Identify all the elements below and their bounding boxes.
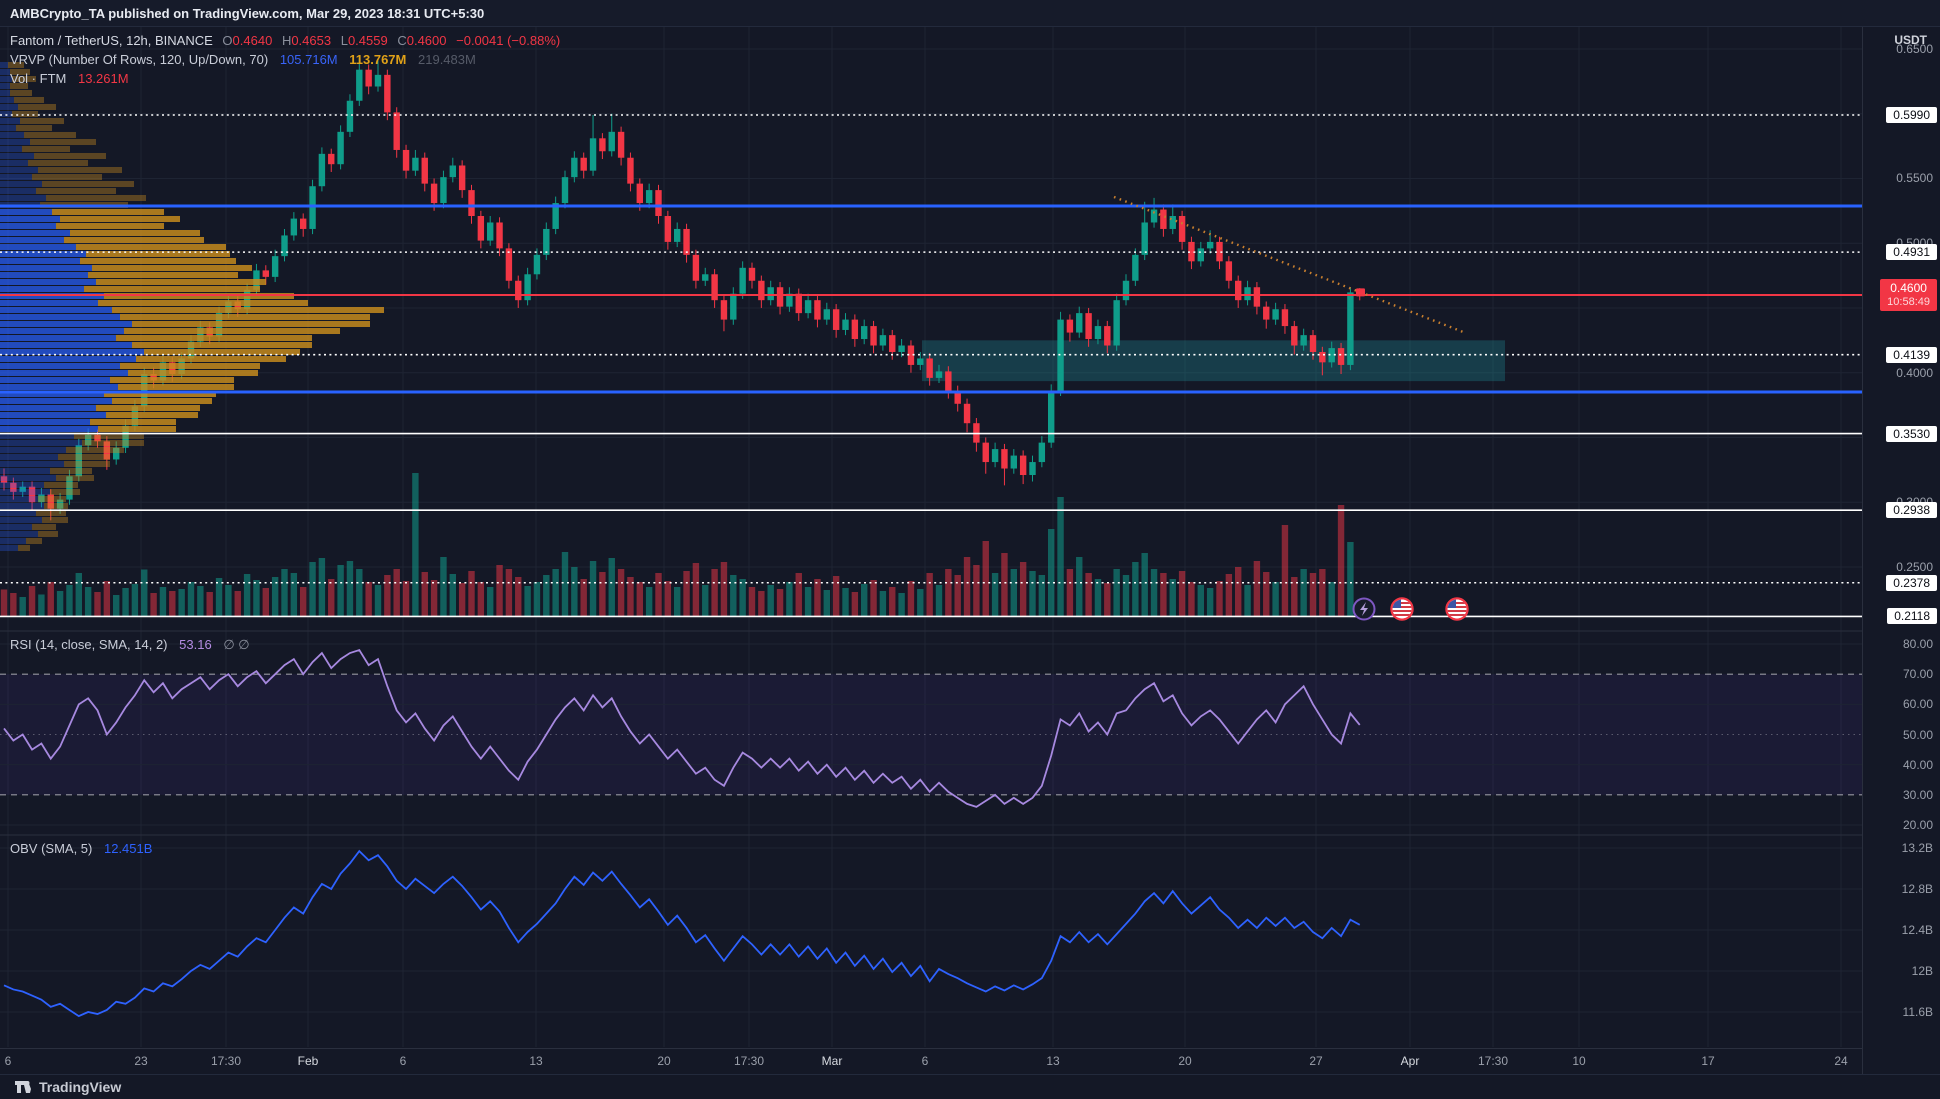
- economic-event-us-flag-icon[interactable]: [1390, 597, 1414, 621]
- symbol-legend-row[interactable]: Fantom / TetherUS, 12h, BINANCE O0.4640 …: [10, 33, 561, 48]
- tradingview-logo-text[interactable]: TradingView: [39, 1079, 122, 1095]
- rsi-band: [0, 674, 1862, 795]
- price-grid-label: 0.2500: [1896, 559, 1933, 574]
- time-label: 20: [1178, 1054, 1192, 1068]
- price-level-badge: 0.2118: [1887, 608, 1937, 625]
- obv-axis-label: 12B: [1911, 964, 1933, 978]
- high-value: 0.4653: [291, 33, 332, 48]
- volume-profile-layer: [0, 62, 384, 551]
- change-value: −0.0041 (−0.88%): [456, 33, 561, 48]
- demand-zone[interactable]: [922, 340, 1505, 382]
- rsi-extra-values: ∅ ∅: [223, 637, 250, 652]
- volume-value: 13.261M: [77, 71, 129, 86]
- low-value: 0.4559: [347, 33, 388, 48]
- time-label: 20: [657, 1054, 671, 1068]
- rsi-axis-label: 70.00: [1902, 667, 1933, 682]
- rsi-axis-label: 30.00: [1902, 787, 1933, 802]
- rsi-axis-label: 60.00: [1902, 697, 1933, 712]
- obv-axis-label: 12.4B: [1901, 923, 1933, 937]
- obv-value: 12.451B: [103, 841, 153, 856]
- time-label-month: Feb: [297, 1054, 319, 1068]
- time-label: 17: [1701, 1054, 1715, 1068]
- obv-title[interactable]: OBV (SMA, 5): [10, 841, 93, 856]
- time-label: 27: [1309, 1054, 1323, 1068]
- obv-legend[interactable]: OBV (SMA, 5) 12.451B: [10, 841, 152, 856]
- footer-bar: TradingView: [0, 1074, 1940, 1099]
- axis-currency: USDT: [1894, 33, 1927, 47]
- time-label: 17:30: [1477, 1054, 1509, 1068]
- time-label: 17:30: [733, 1054, 765, 1068]
- price-axis[interactable]: USDT 0.65000.55000.50000.40000.30000.250…: [1862, 27, 1940, 1075]
- open-value: 0.4640: [232, 33, 273, 48]
- rsi-legend[interactable]: RSI (14, close, SMA, 14, 2) 53.16 ∅ ∅: [10, 637, 250, 653]
- obv-axis-label: 13.2B: [1901, 841, 1933, 855]
- crypto-event-icon[interactable]: [1352, 597, 1376, 621]
- rsi-value: 53.16: [179, 637, 212, 652]
- price-level-badge: 0.4931: [1886, 244, 1937, 261]
- vrvp-total-volume: 219.483M: [418, 52, 476, 67]
- volume-title[interactable]: Vol · FTM: [10, 71, 67, 86]
- economic-event-us-flag-icon[interactable]: [1445, 597, 1469, 621]
- obv-axis-label: 12.8B: [1901, 882, 1933, 896]
- time-label: 13: [529, 1054, 543, 1068]
- price-level-badge: 0.2378: [1886, 574, 1937, 591]
- time-label-month: Mar: [821, 1054, 843, 1068]
- price-grid-label: 0.6500: [1896, 41, 1933, 56]
- close-value: 0.4600: [406, 33, 447, 48]
- vrvp-up-volume: 105.716M: [279, 52, 338, 67]
- rsi-line: [3, 648, 1361, 808]
- vrvp-legend-row[interactable]: VRVP (Number Of Rows, 120, Up/Down, 70) …: [10, 50, 560, 69]
- time-label: 17:30: [210, 1054, 242, 1068]
- rsi-axis-label: 80.00: [1902, 637, 1933, 651]
- price-level-badge: 0.4139: [1886, 346, 1937, 363]
- time-label: 23: [134, 1054, 148, 1068]
- obv-line: [3, 849, 1361, 1018]
- last-candle-marker: [1356, 288, 1365, 297]
- volume-legend-row[interactable]: Vol · FTM 13.261M: [10, 69, 560, 88]
- time-label: 10: [1572, 1054, 1586, 1068]
- tradingview-logo-icon[interactable]: [14, 1079, 33, 1095]
- published-header: AMBCrypto_TA published on TradingView.co…: [0, 0, 1940, 27]
- rsi-axis-label: 20.00: [1902, 818, 1933, 832]
- vrvp-title[interactable]: VRVP (Number Of Rows, 120, Up/Down, 70): [10, 52, 269, 67]
- time-label-month: Apr: [1400, 1054, 1420, 1068]
- symbol-title[interactable]: Fantom / TetherUS, 12h, BINANCE: [10, 33, 213, 48]
- rsi-axis-label: 40.00: [1902, 757, 1933, 772]
- main-legend: Fantom / TetherUS, 12h, BINANCE O0.4640 …: [10, 31, 560, 88]
- time-axis[interactable]: 6 23 17:30 Feb 6 13 20 17:30 Mar 6 13 20 27 Apr 17:30 1…: [0, 1048, 1862, 1075]
- rsi-axis-label: 50.00: [1902, 727, 1933, 742]
- time-label: 13: [1046, 1054, 1060, 1068]
- price-grid-label: 0.5500: [1896, 171, 1933, 186]
- time-label: 6: [399, 1054, 407, 1068]
- time-label: 24: [1834, 1054, 1848, 1068]
- vrvp-down-volume: 113.767M: [349, 52, 407, 67]
- rsi-title[interactable]: RSI (14, close, SMA, 14, 2): [10, 637, 168, 652]
- descending-trendline[interactable]: [1113, 195, 1464, 334]
- obv-axis-label: 11.6B: [1902, 1005, 1933, 1019]
- time-label: 6: [4, 1054, 12, 1068]
- price-level-badge: 0.3530: [1886, 425, 1937, 442]
- last-price-badge: 0.4600 10:58:49: [1880, 279, 1937, 311]
- time-label: 6: [921, 1054, 929, 1068]
- price-grid-label: 0.4000: [1896, 365, 1933, 380]
- candle-countdown: 10:58:49: [1887, 296, 1930, 308]
- chart-canvas[interactable]: [0, 0, 1862, 1048]
- price-level-badge: 0.2938: [1886, 502, 1937, 519]
- published-text: AMBCrypto_TA published on TradingView.co…: [10, 6, 485, 21]
- price-level-badge: 0.5990: [1886, 106, 1937, 123]
